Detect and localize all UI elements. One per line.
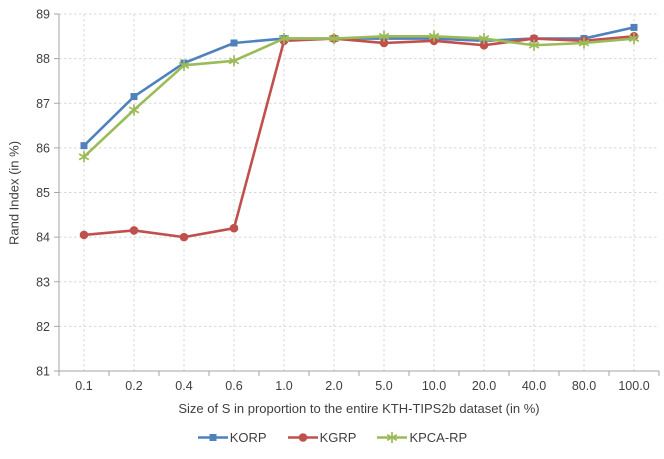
x-tick-label: 0.4 xyxy=(175,379,192,393)
x-tick-label: 80.0 xyxy=(572,379,596,393)
y-tick-label: 88 xyxy=(36,52,50,66)
legend-label-korp: KORP xyxy=(229,430,267,445)
x-tick-label: 40.0 xyxy=(522,379,546,393)
series-line-kgrp xyxy=(82,35,636,239)
x-tick-label: 0.1 xyxy=(75,379,92,393)
x-tick-label: 0.6 xyxy=(225,379,242,393)
y-tick-label: 87 xyxy=(36,97,50,111)
y-tick-label: 86 xyxy=(36,141,50,155)
y-tick-label: 84 xyxy=(36,231,50,245)
y-tick-label: 81 xyxy=(36,365,50,379)
y-tick-label: 89 xyxy=(36,8,50,22)
x-tick-label: 5.0 xyxy=(375,379,392,393)
x-tick-label: 2.0 xyxy=(325,379,342,393)
legend-label-kgrp: KGRP xyxy=(319,430,357,445)
x-axis-title: Size of S in proportion to the entire KT… xyxy=(178,401,540,416)
legend-item-kgrp: KGRP xyxy=(287,430,357,445)
chart-legend: KORP KGRP KPCA-RP xyxy=(0,430,664,445)
legend-item-korp: KORP xyxy=(197,430,267,445)
series-line-kpca-rp xyxy=(82,35,636,159)
y-tick-label: 83 xyxy=(36,275,50,289)
legend-label-kpcarp: KPCA-RP xyxy=(409,430,468,445)
plot-area: 81 82 83 84 85 86 87 88 89 0.1 0.2 0.4 0.6 1.0 2.0 5.0 1… xyxy=(36,8,660,393)
y-axis-title: Rand Index (in %) xyxy=(6,140,22,246)
x-tick-label: 20.0 xyxy=(472,379,496,393)
x-tick-label: 10.0 xyxy=(422,379,446,393)
x-tick-label: 1.0 xyxy=(275,379,292,393)
x-tick-label: 0.2 xyxy=(125,379,142,393)
korp-line-square-icon xyxy=(197,434,228,441)
y-tick-label: 85 xyxy=(36,186,50,200)
x-tick-label: 100.0 xyxy=(618,379,649,393)
y-tick-label: 82 xyxy=(36,320,50,334)
legend-item-kpcarp: KPCA-RP xyxy=(376,430,467,445)
kgrp-line-circle-icon xyxy=(287,433,318,442)
kpca-rp-line-asterisk-icon xyxy=(377,431,408,444)
